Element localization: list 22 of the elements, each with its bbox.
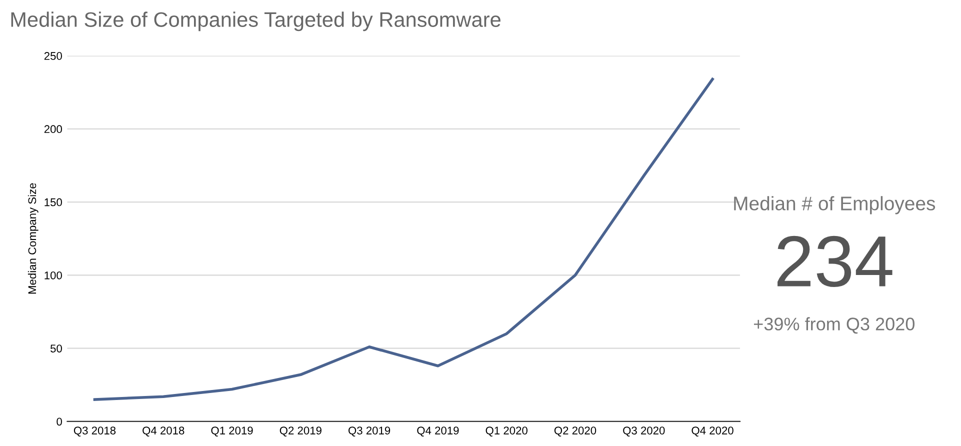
y-tick-label: 0 (56, 418, 62, 426)
text: +39% from Q3 2020 (754, 317, 914, 334)
x-tick-label: Q2 2019 (280, 426, 322, 436)
line-series (93, 78, 714, 401)
chart-title: Median Size of Companies Targeted by Ransomware (11, 12, 500, 32)
y-tick-label: 50 (50, 344, 62, 352)
y-tick-label: 200 (44, 125, 62, 134)
x-tick-label: Q4 2018 (142, 426, 184, 436)
text: 234 (778, 236, 892, 287)
x-tick-label: Q3 2020 (623, 426, 665, 436)
x-tick-label: Q1 2020 (486, 426, 528, 436)
y-tick-label: 100 (44, 271, 62, 280)
annotation: Median # of Employees (734, 196, 936, 214)
x-tick-label: Q1 2019 (211, 426, 253, 436)
x-tick-label: Q3 2019 (348, 426, 390, 436)
x-tick-label: Q4 2020 (692, 426, 734, 436)
y-tick-label: 250 (44, 52, 62, 60)
x-tick-label: Q2 2020 (554, 426, 596, 436)
x-tick-label: Q4 2019 (417, 426, 459, 436)
x-tick-label: Q3 2018 (74, 426, 116, 436)
y-tick-label: 150 (44, 198, 62, 206)
y-axis-title: Median Company Size (28, 183, 38, 294)
